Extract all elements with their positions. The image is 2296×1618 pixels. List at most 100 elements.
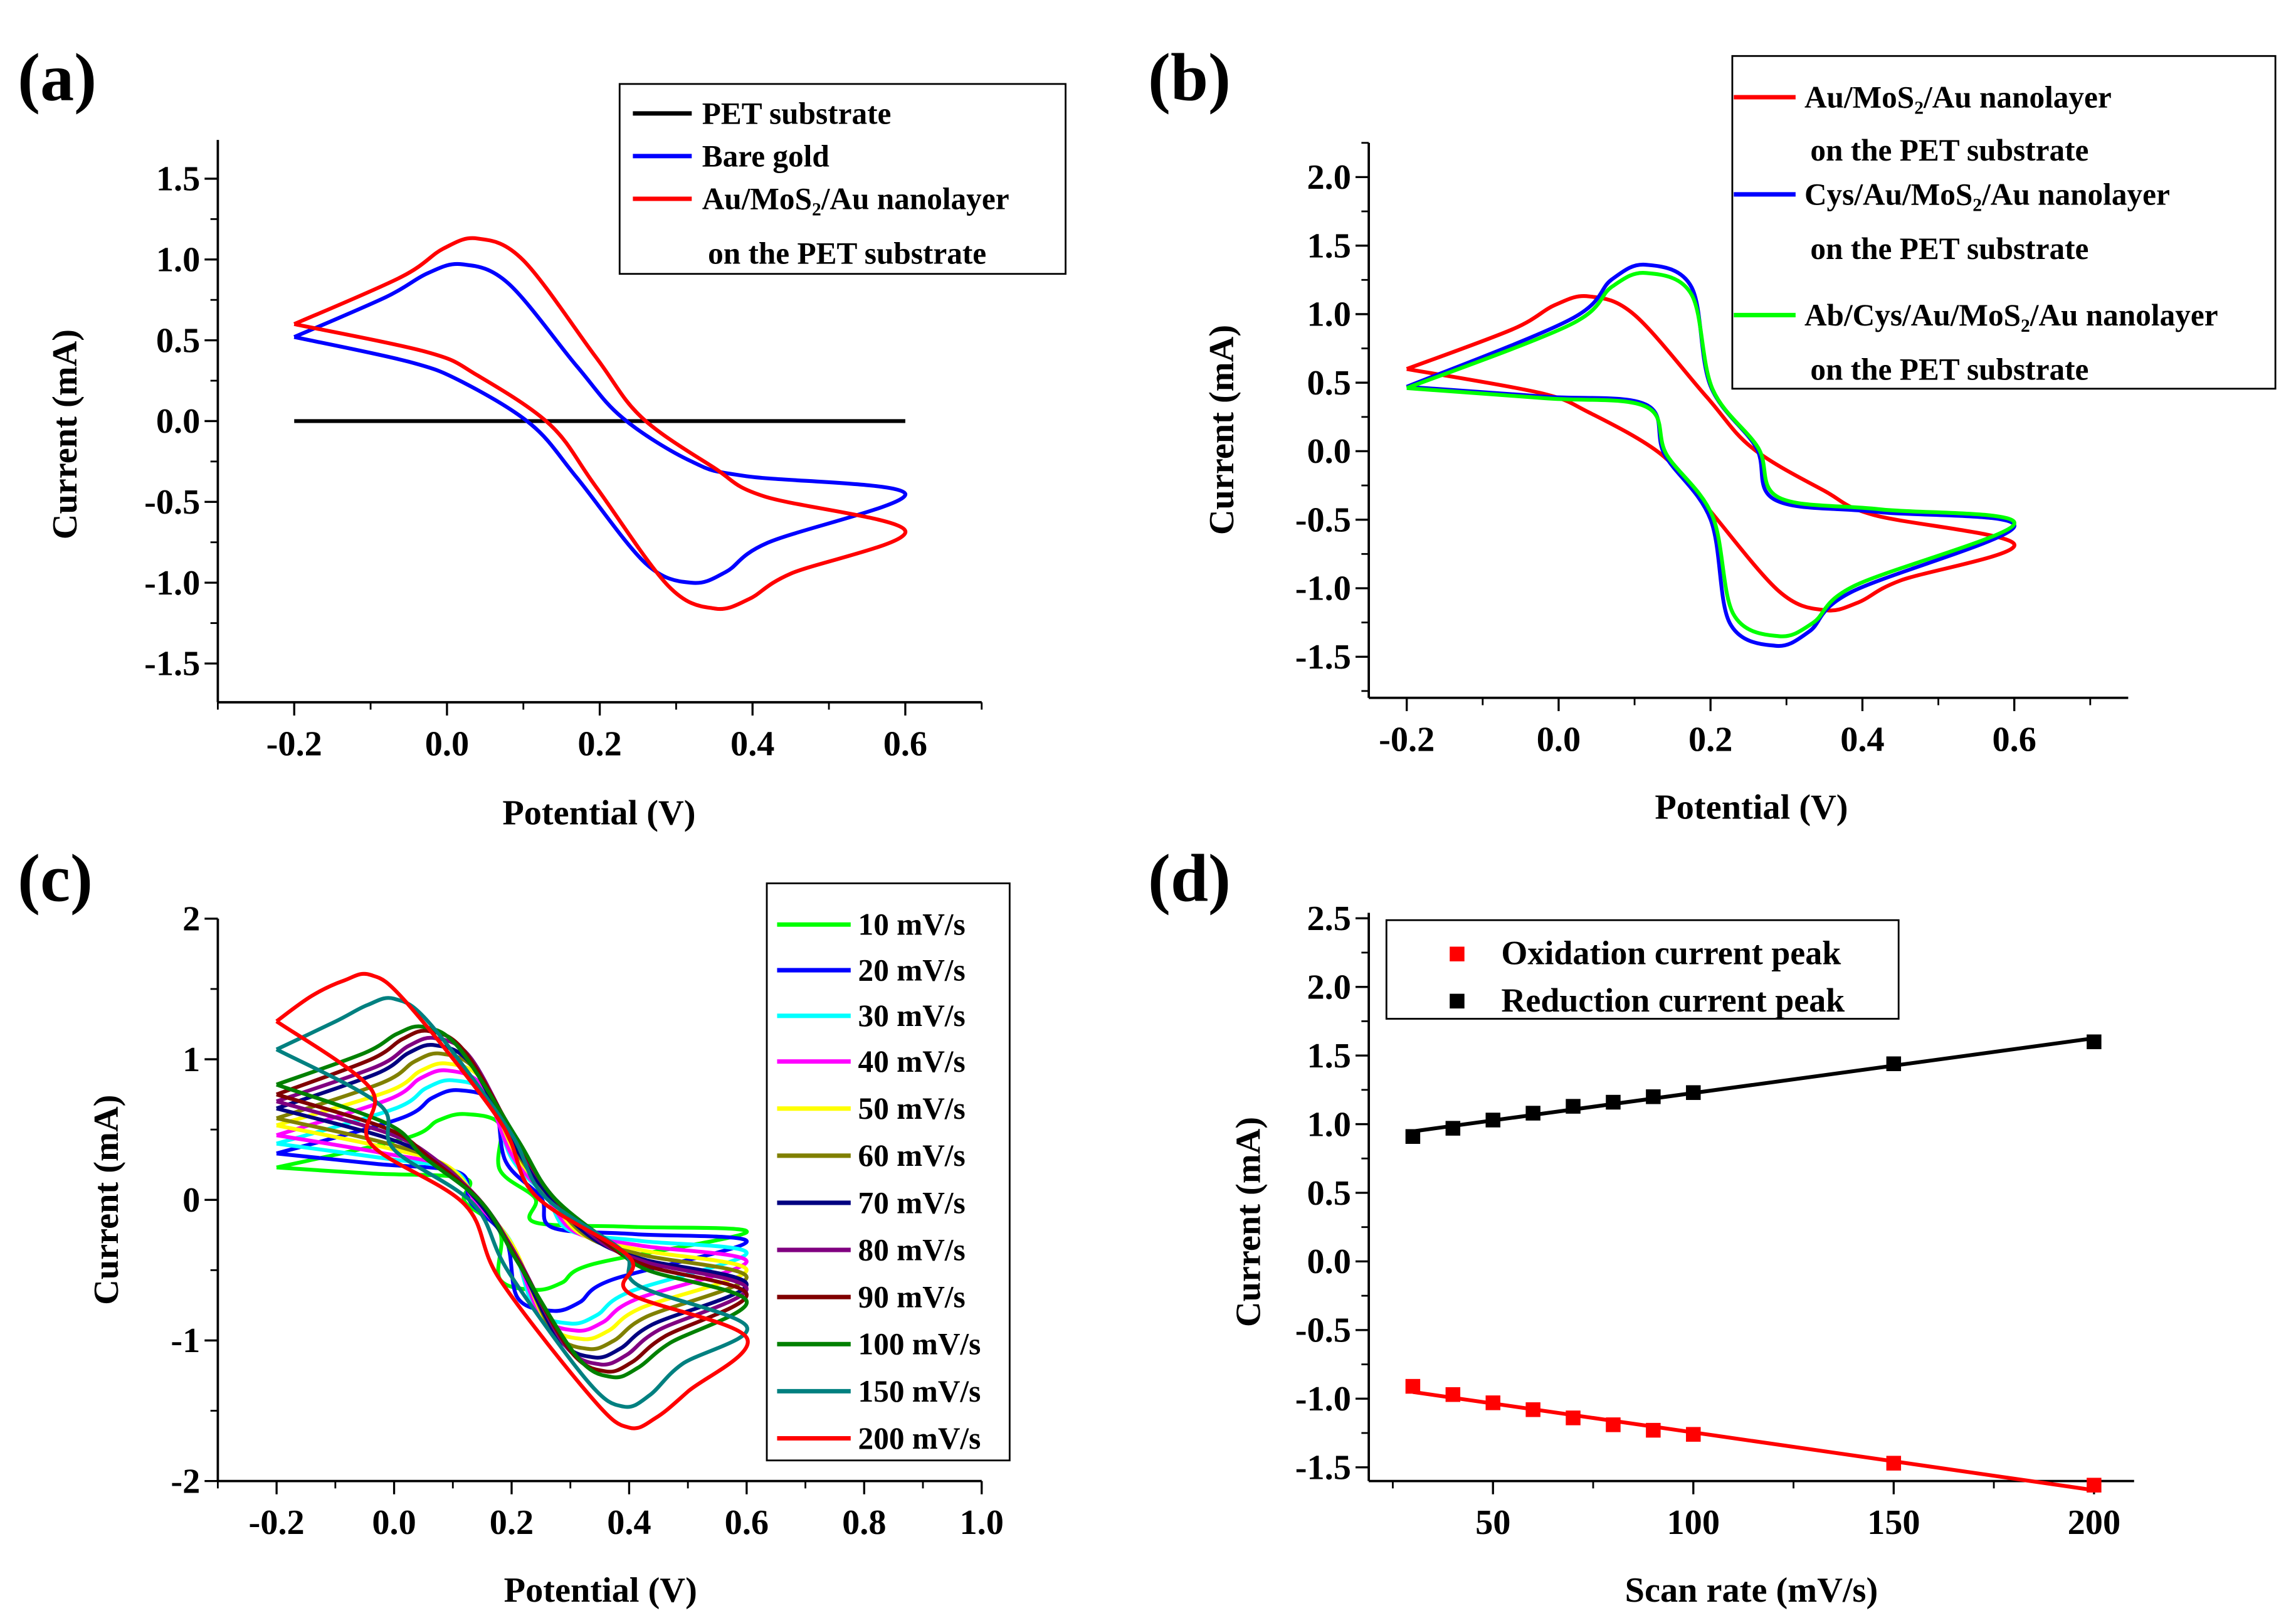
legend-label: 100 mV/s bbox=[858, 1327, 981, 1362]
series-reduction-current-peak-point bbox=[1485, 1113, 1500, 1128]
x-axis-title: Scan rate (mV/s) bbox=[1625, 1571, 1878, 1610]
series-150-mv-s-curve bbox=[275, 996, 749, 1409]
legend-label: 90 mV/s bbox=[858, 1280, 966, 1314]
x-tick-label: -0.2 bbox=[249, 1503, 305, 1542]
legend-label: on the PET substrate bbox=[1810, 352, 2088, 387]
series-60-mv-s-curve bbox=[276, 1051, 749, 1351]
series-oxidation-current-peak-point bbox=[2087, 1478, 2102, 1493]
x-tick-label: 0.4 bbox=[1840, 720, 1884, 759]
panel-label-c: (c) bbox=[18, 842, 93, 916]
series-reduction-current-peak-point bbox=[1525, 1106, 1540, 1121]
series-ab-cys-au-mos-au-nanolayer-on-the-pet-substrate-curve bbox=[1406, 271, 2016, 638]
y-tick-label: 1 bbox=[182, 1040, 200, 1079]
x-tick-label: 1.0 bbox=[960, 1503, 1004, 1542]
y-tick-label: 1.0 bbox=[1307, 1105, 1351, 1144]
chart-panel-d: 50 100 150 200 -1.5 -1.0 -0.5 0.0 0.5 1.0 1.5 2.0 2.… bbox=[1229, 899, 2134, 1610]
series-oxidation-current-peak-point bbox=[1485, 1395, 1500, 1410]
legend-entry-0: Oxidation current peak bbox=[1450, 934, 1841, 972]
legend-entry-9: 100 mV/s bbox=[777, 1327, 981, 1362]
y-tick-label: -0.5 bbox=[1295, 1311, 1351, 1350]
series-oxidation-current-peak-point bbox=[1445, 1387, 1461, 1402]
x-tick-label: 50 bbox=[1475, 1503, 1510, 1542]
series-oxidation-current-peak-fit-line bbox=[1412, 1390, 2095, 1493]
y-tick-label: -1.0 bbox=[144, 564, 200, 603]
legend-marker bbox=[1450, 946, 1465, 961]
chart-panel-b: -0.2 0.0 0.2 0.4 0.6 -1.5 -1.0 -0.5 0.0 0.5 1.0 1.5… bbox=[1203, 55, 2277, 827]
y-tick-label: -1.0 bbox=[1295, 1380, 1351, 1419]
legend-entry-10: 150 mV/s bbox=[777, 1374, 981, 1409]
legend-entry-3: 40 mV/s bbox=[777, 1044, 966, 1079]
series-reduction-current-peak-point bbox=[1566, 1099, 1581, 1114]
y-tick-label: 2 bbox=[182, 900, 200, 939]
x-tick-label: 100 bbox=[1667, 1503, 1720, 1542]
legend-label: 40 mV/s bbox=[858, 1044, 966, 1079]
y-tick-label: 2.0 bbox=[1307, 968, 1351, 1007]
y-axis-title: Current (mA) bbox=[87, 1095, 126, 1305]
series-oxidation-current-peak-point bbox=[1606, 1417, 1621, 1432]
x-tick-label: 0.8 bbox=[842, 1503, 886, 1542]
legend-label: Reduction current peak bbox=[1501, 981, 1845, 1019]
x-tick-label: 0.0 bbox=[425, 724, 469, 763]
panel-label-b: (b) bbox=[1148, 41, 1231, 115]
legend-label: on the PET substrate bbox=[1810, 231, 2088, 266]
legend: 10 mV/s 20 mV/s 30 mV/s 40 mV/s 50 mV/s 60 mV… bbox=[766, 882, 1011, 1462]
chart-panel-a: -0.2 0.0 0.2 0.4 0.6 -1.5 -1.0 -0.5 0.0 0.5 1.0 1.5… bbox=[46, 83, 1066, 833]
legend-label: 10 mV/s bbox=[858, 907, 966, 942]
x-tick-label: 0.6 bbox=[725, 1503, 769, 1542]
y-tick-label: -0.5 bbox=[1295, 500, 1351, 539]
series-reduction-current-peak-point bbox=[1445, 1121, 1461, 1136]
legend-label: 60 mV/s bbox=[858, 1138, 966, 1173]
x-axis-title: Potential (V) bbox=[502, 794, 695, 833]
y-tick-label: 1.5 bbox=[156, 160, 200, 199]
x-tick-label: 0.6 bbox=[1992, 720, 2036, 759]
legend-entry-1: Bare gold bbox=[633, 139, 829, 173]
x-tick-label: 0.4 bbox=[607, 1503, 651, 1542]
y-axis-title: Current (mA) bbox=[46, 329, 85, 539]
y-tick-label: 0.5 bbox=[156, 321, 200, 360]
x-tick-label: 0.0 bbox=[1537, 720, 1581, 759]
legend: Au/MoS₂/Au nanolayer on the PET substrate… bbox=[1731, 55, 2277, 390]
x-tick-label: -0.2 bbox=[1379, 720, 1435, 759]
series-reduction-current-peak-point bbox=[1606, 1094, 1621, 1110]
x-tick-label: 0.4 bbox=[730, 724, 774, 763]
legend-entry-0: PET substrate bbox=[633, 96, 891, 130]
y-tick-label: 1.5 bbox=[1307, 226, 1351, 265]
legend: Oxidation current peak Reduction current … bbox=[1385, 919, 1900, 1020]
legend-label: 30 mV/s bbox=[858, 998, 966, 1033]
legend-label: 80 mV/s bbox=[858, 1232, 966, 1267]
legend-label: Au/MoS₂/Au nanolayer bbox=[1804, 80, 2112, 114]
x-tick-label: 200 bbox=[2068, 1503, 2121, 1542]
series-oxidation-current-peak-point bbox=[1405, 1378, 1421, 1394]
legend-label: Ab/Cys/Au/MoS₂/Au nanolayer bbox=[1804, 298, 2218, 332]
legend-label: Oxidation current peak bbox=[1501, 934, 1841, 972]
panel-label-d: (d) bbox=[1148, 842, 1231, 916]
series-bare-gold-curve bbox=[293, 262, 907, 585]
legend-label: PET substrate bbox=[702, 96, 892, 130]
y-tick-label: 1.5 bbox=[1307, 1037, 1351, 1076]
series-au-mos-au-nanolayer-on-the-pet-substrate-curve bbox=[293, 236, 907, 611]
legend-box bbox=[1385, 919, 1900, 1020]
legend-box bbox=[766, 882, 1011, 1462]
y-tick-label: 1.0 bbox=[1307, 295, 1351, 334]
y-tick-label: -2 bbox=[171, 1462, 200, 1501]
x-tick-label: 150 bbox=[1867, 1503, 1920, 1542]
legend-box bbox=[618, 83, 1066, 275]
y-tick-label: 0.0 bbox=[156, 402, 200, 441]
y-axis-title: Current (mA) bbox=[1229, 1117, 1268, 1327]
legend-entry-1: Reduction current peak bbox=[1450, 981, 1845, 1019]
legend-label: Cys/Au/MoS₂/Au nanolayer bbox=[1804, 177, 2170, 211]
chart-panel-c: -0.2 0.0 0.2 0.4 0.6 0.8 1.0 -2 -1 0 1 2 Potential (… bbox=[87, 882, 1011, 1610]
legend-entry-2: 30 mV/s bbox=[777, 998, 966, 1033]
legend-entry-1: Cys/Au/MoS₂/Au nanolayer on the PET subst… bbox=[1734, 177, 2170, 266]
legend-entry-11: 200 mV/s bbox=[777, 1421, 981, 1456]
y-tick-label: 0.5 bbox=[1307, 1174, 1351, 1213]
series-oxidation-current-peak-point bbox=[1686, 1427, 1701, 1442]
x-tick-label: 0.2 bbox=[490, 1503, 534, 1542]
series-reduction-current-peak-point bbox=[1405, 1129, 1421, 1144]
legend-label: on the PET substrate bbox=[1810, 133, 2088, 167]
series-reduction-current-peak-fit-line bbox=[1413, 1036, 2095, 1134]
y-tick-label: -1.5 bbox=[1295, 638, 1351, 677]
legend-entry-0: 10 mV/s bbox=[777, 907, 966, 942]
legend-label: Au/MoS₂/Au nanolayer bbox=[702, 181, 1009, 216]
